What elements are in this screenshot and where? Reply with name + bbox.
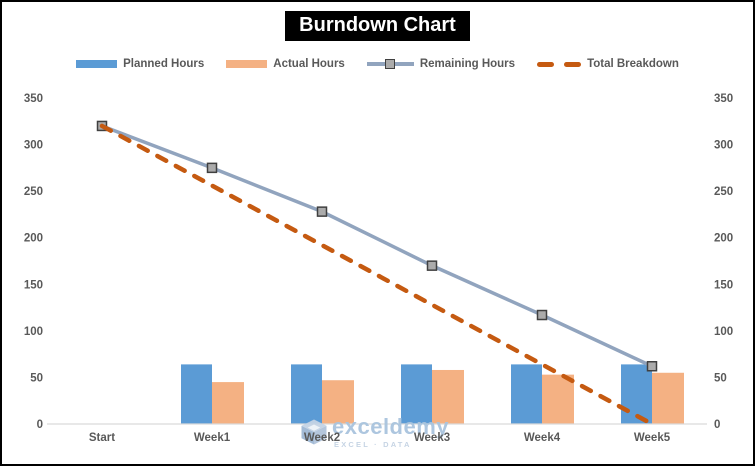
bar-actual-hours-week1[interactable] [212, 382, 244, 424]
bar-actual-hours-week4[interactable] [542, 374, 574, 424]
bar-planned-hours-week1[interactable] [181, 364, 212, 424]
y-axis-label-right: 50 [714, 372, 727, 384]
legend-label: Total Breakdown [587, 58, 679, 70]
bar-actual-hours-week3[interactable] [432, 369, 464, 424]
line-marker-week4[interactable] [536, 309, 548, 321]
bar-actual-hours-week5[interactable] [652, 372, 684, 424]
y-axis-label-right: 100 [714, 326, 733, 338]
line-marker-week1[interactable] [206, 162, 218, 174]
line-marker-week3[interactable] [426, 260, 438, 271]
exceldemy-logo-icon [301, 419, 327, 445]
y-axis-label-right: 200 [714, 233, 733, 245]
actual-hours-swatch-icon [226, 60, 268, 68]
legend-item-actual-hours[interactable]: Actual Hours [226, 58, 345, 70]
total-breakdown-line[interactable] [99, 123, 655, 427]
chart-legend: Planned Hours Actual Hours Remaining Hou… [0, 58, 755, 70]
legend-item-planned-hours[interactable]: Planned Hours [76, 58, 204, 70]
line-marker-week2[interactable] [316, 206, 328, 217]
y-axis-label-left: 0 [37, 419, 43, 431]
chart-title[interactable]: Burndown Chart [285, 11, 470, 41]
bar-planned-hours-week4[interactable] [511, 364, 542, 424]
planned-hours-swatch-icon [76, 60, 118, 68]
remaining-hours-line[interactable] [101, 124, 653, 368]
legend-label: Planned Hours [123, 58, 205, 70]
bar-planned-hours-week2[interactable] [291, 364, 322, 424]
y-axis-label-right: 300 [714, 140, 733, 152]
y-axis-label-left: 100 [24, 326, 43, 338]
legend-item-remaining-hours[interactable]: Remaining Hours [366, 58, 516, 70]
y-axis-label-left: 200 [24, 233, 43, 245]
y-axis-label-left: 300 [24, 140, 43, 152]
legend-label: Actual Hours [273, 58, 345, 70]
bar-actual-hours-week2[interactable] [322, 380, 354, 424]
title-row: Burndown Chart [0, 11, 755, 41]
legend-item-total-breakdown[interactable]: Total Breakdown [537, 58, 679, 70]
y-axis-label-left: 150 [24, 279, 43, 291]
line-marker-week5[interactable] [646, 361, 658, 372]
y-axis-label-left: 350 [24, 93, 43, 105]
y-axis-label-right: 150 [714, 279, 733, 291]
watermark-brand-text: exceldemy [332, 414, 450, 439]
legend-label: Remaining Hours [419, 58, 516, 70]
watermark-tagline-text: EXCEL · DATA [334, 440, 412, 449]
watermark: exceldemy EXCEL · DATA [299, 414, 450, 449]
y-axis-label-right: 350 [714, 93, 733, 105]
y-axis-label-right: 250 [714, 186, 733, 198]
total-breakdown-swatch-icon [537, 61, 582, 67]
y-axis-label-left: 250 [24, 186, 43, 198]
y-axis-label-left: 50 [30, 372, 43, 384]
bar-planned-hours-week3[interactable] [401, 364, 432, 424]
remaining-hours-swatch-icon [366, 58, 414, 70]
y-axis-label-right: 0 [714, 419, 720, 431]
